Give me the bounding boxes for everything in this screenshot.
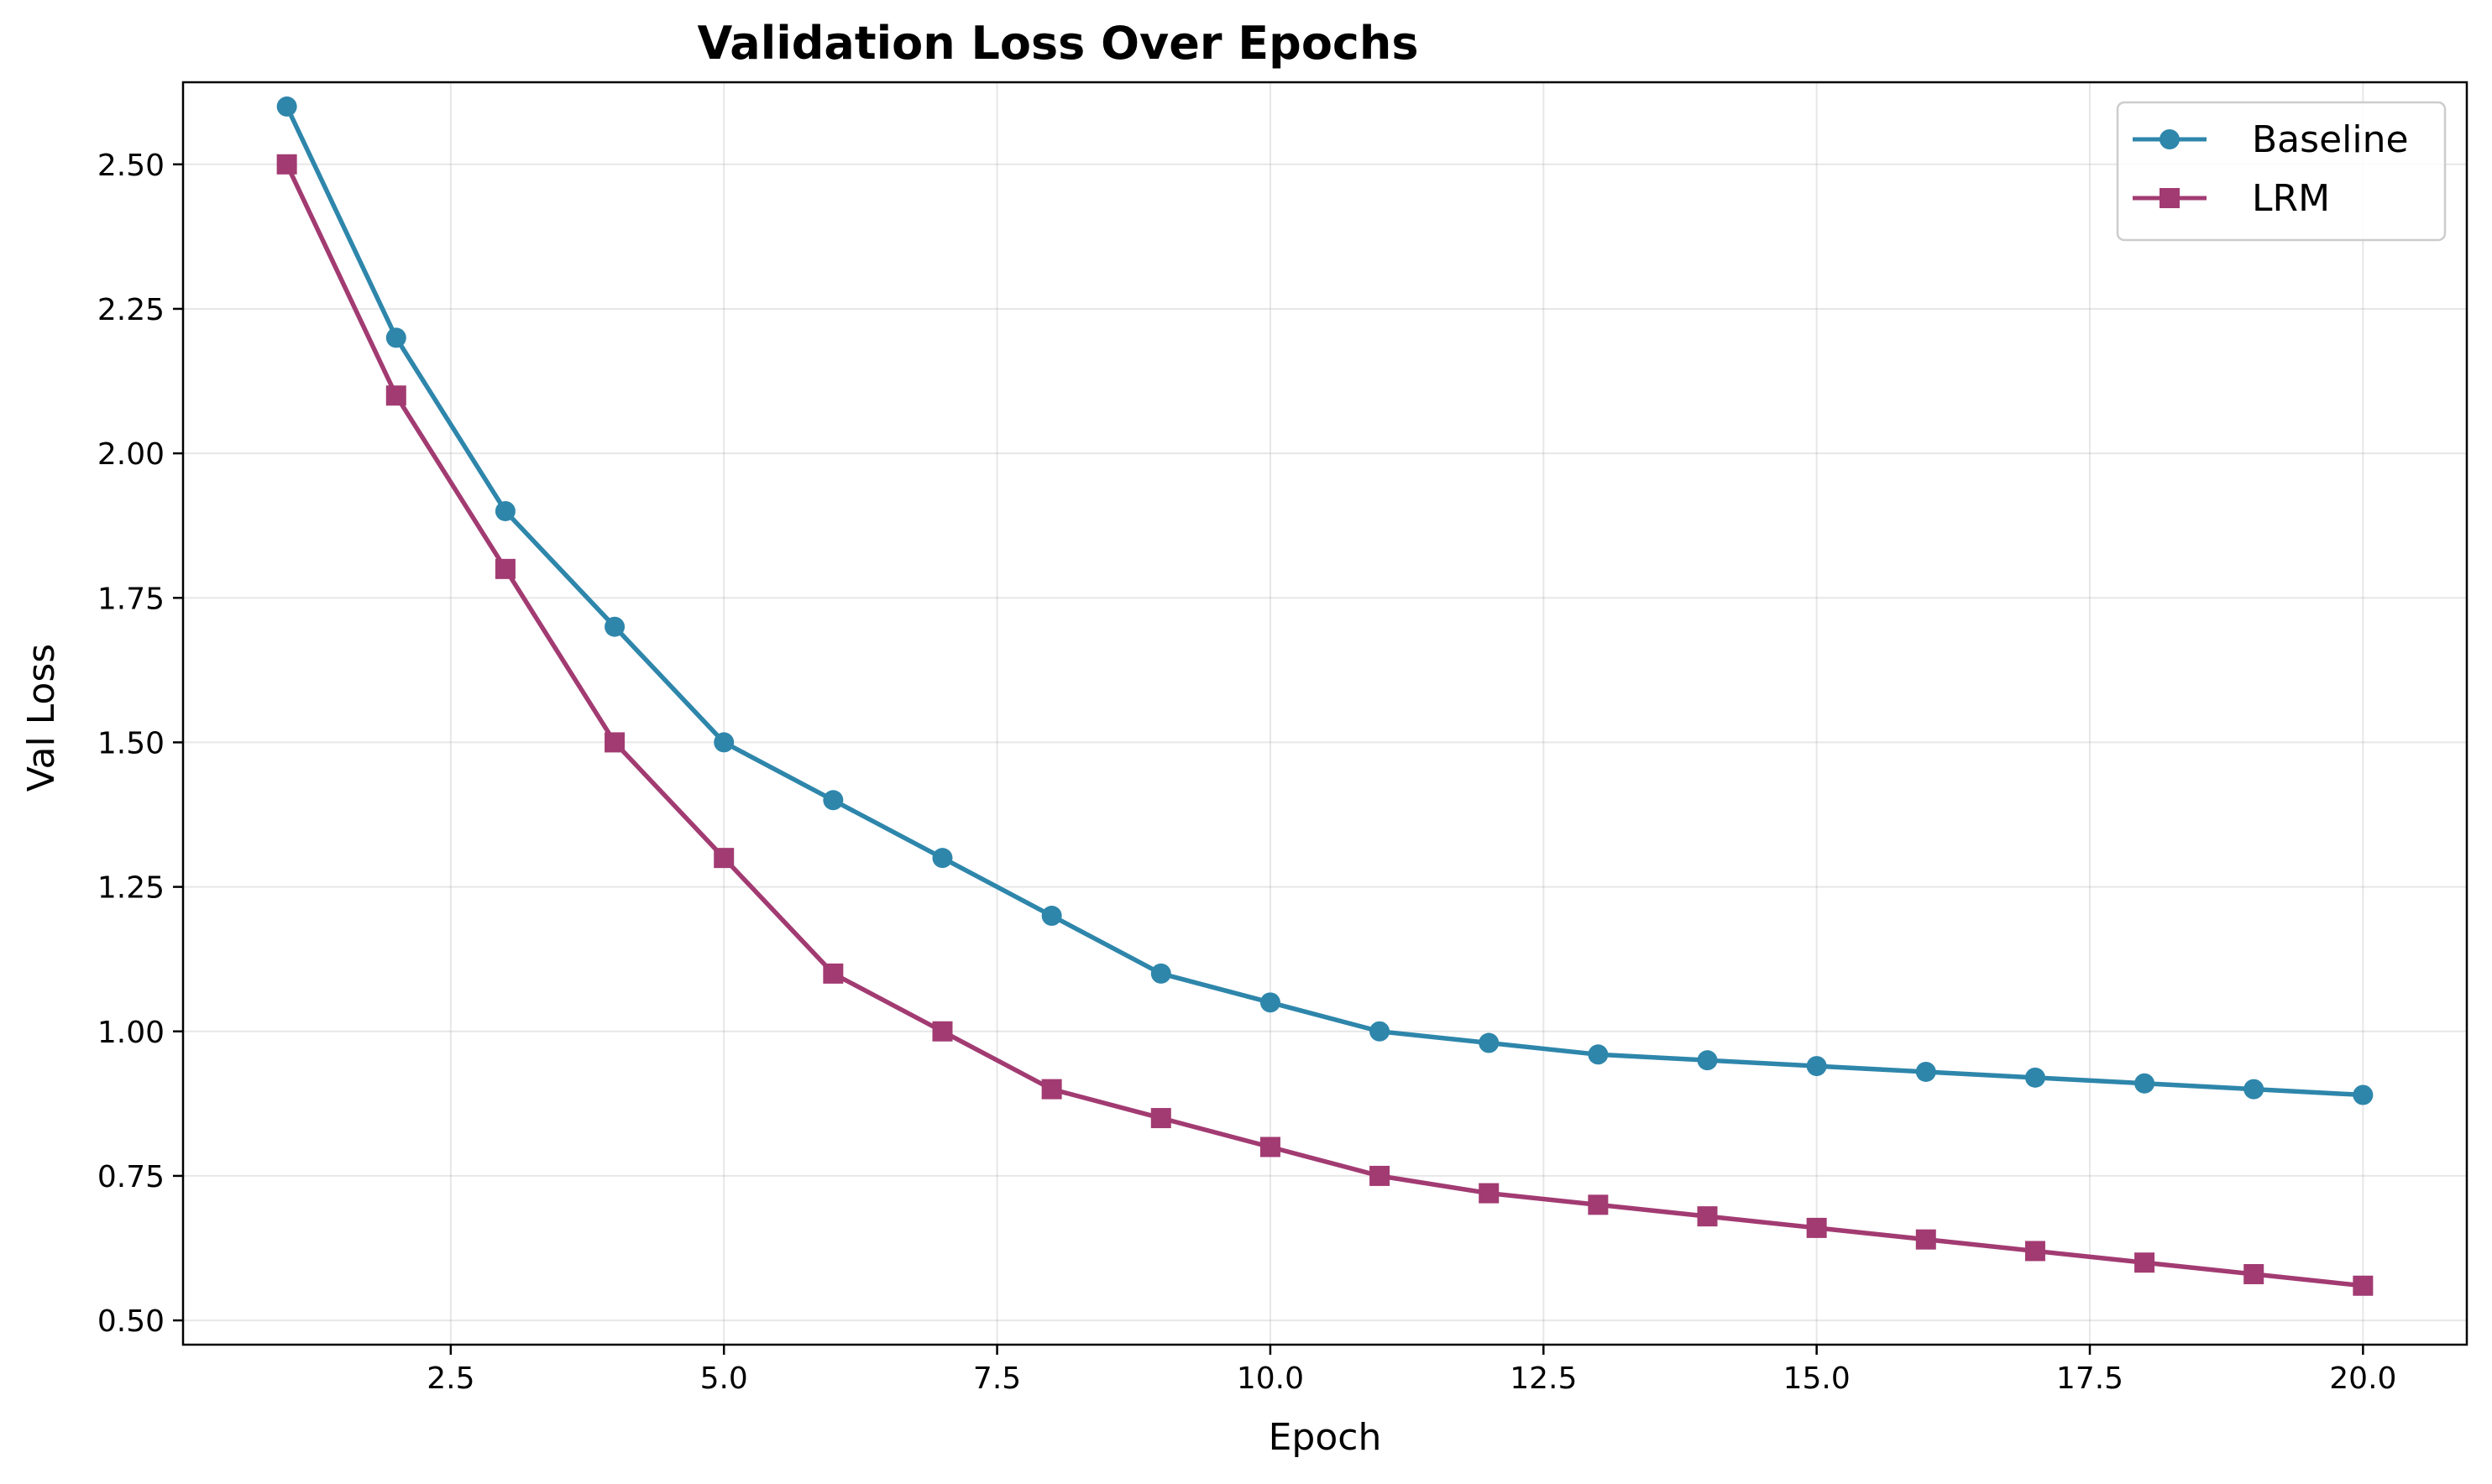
data-point-baseline [2134, 1073, 2155, 1094]
data-point-baseline [2024, 1067, 2045, 1088]
data-point-baseline [1697, 1050, 1718, 1071]
grid-lines [183, 82, 2467, 1345]
data-point-baseline [1915, 1061, 1936, 1082]
legend-marker-baseline [2160, 129, 2180, 149]
x-tick-label: 2.5 [427, 1361, 474, 1396]
y-tick-label: 1.00 [97, 1016, 165, 1050]
y-tick-label: 1.75 [97, 582, 165, 616]
data-point-baseline [1588, 1044, 1609, 1065]
data-point-baseline [1479, 1032, 1500, 1053]
data-point-lrm [1259, 1137, 1280, 1157]
data-point-baseline [2353, 1084, 2374, 1105]
y-tick-label: 0.50 [97, 1304, 165, 1339]
data-point-baseline [605, 616, 626, 637]
x-tick-label: 10.0 [1237, 1361, 1304, 1396]
data-point-lrm [714, 848, 735, 869]
data-point-lrm [1041, 1079, 1062, 1100]
x-tick-label: 5.0 [700, 1361, 748, 1396]
data-point-lrm [932, 1021, 953, 1042]
data-point-baseline [823, 790, 844, 811]
data-point-lrm [1697, 1206, 1718, 1227]
data-point-baseline [385, 327, 406, 348]
data-point-lrm [2024, 1241, 2045, 1262]
x-axis-label: Epoch [1269, 1416, 1382, 1459]
series-layer [276, 96, 2374, 1296]
y-tick-label: 1.25 [97, 871, 165, 906]
data-point-lrm [385, 385, 406, 406]
data-point-lrm [2243, 1263, 2264, 1284]
y-axis-label: Val Loss [20, 644, 63, 792]
data-point-baseline [495, 500, 516, 521]
data-point-baseline [1041, 906, 1062, 927]
x-tick-label: 15.0 [1783, 1361, 1851, 1396]
data-point-lrm [1915, 1229, 1936, 1250]
legend-label-lrm: LRM [2252, 177, 2330, 220]
plot-frame [181, 81, 2468, 1346]
data-point-baseline [2243, 1079, 2264, 1100]
y-tick-label: 2.50 [97, 149, 165, 183]
series-line-lrm [284, 162, 2366, 1288]
data-point-lrm [1150, 1108, 1171, 1129]
data-point-lrm [2353, 1275, 2374, 1296]
y-tick-label: 1.50 [97, 726, 165, 760]
x-tick-label: 20.0 [2329, 1361, 2396, 1396]
data-point-lrm [1806, 1217, 1827, 1238]
x-tick-label: 7.5 [973, 1361, 1021, 1396]
y-tick-label: 2.25 [97, 293, 165, 327]
axis-ticks: 2.5 5.0 7.5 10.0 12.5 15.0 17.5 20.0 0.50 0.75 1.0… [97, 149, 2397, 1396]
series-baseline [276, 96, 2374, 1105]
data-point-lrm [495, 558, 516, 579]
series-lrm [276, 154, 2374, 1296]
legend-box [2116, 101, 2447, 242]
data-point-baseline [1150, 963, 1171, 984]
data-point-baseline [1806, 1056, 1827, 1077]
data-point-baseline [1259, 992, 1280, 1013]
data-point-baseline [714, 732, 735, 753]
x-tick-label: 12.5 [1510, 1361, 1577, 1396]
data-point-baseline [1369, 1021, 1390, 1042]
data-point-lrm [1479, 1183, 1500, 1204]
chart-title: Validation Loss Over Epochs [697, 17, 1418, 70]
data-point-baseline [276, 96, 297, 117]
data-point-baseline [932, 848, 953, 869]
data-point-lrm [276, 154, 297, 175]
data-point-lrm [823, 963, 844, 984]
y-tick-label: 0.75 [97, 1160, 165, 1194]
series-line-baseline [284, 104, 2366, 1098]
data-point-lrm [2134, 1252, 2155, 1273]
legend-label-baseline: Baseline [2252, 118, 2409, 161]
x-tick-label: 17.5 [2056, 1361, 2123, 1396]
data-point-lrm [605, 732, 626, 753]
legend-marker-lrm [2160, 188, 2180, 208]
data-point-lrm [1369, 1165, 1390, 1186]
data-point-lrm [1588, 1194, 1609, 1215]
y-tick-label: 2.00 [97, 437, 165, 472]
legend: Baseline LRM [2116, 101, 2447, 242]
